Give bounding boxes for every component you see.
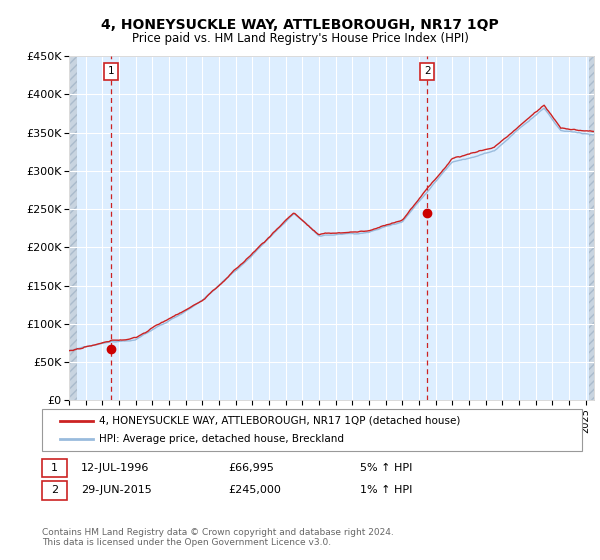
Text: 5% ↑ HPI: 5% ↑ HPI: [360, 463, 412, 473]
Text: 4, HONEYSUCKLE WAY, ATTLEBOROUGH, NR17 1QP (detached house): 4, HONEYSUCKLE WAY, ATTLEBOROUGH, NR17 1…: [99, 416, 460, 426]
Bar: [69, 56, 77, 400]
Text: 2: 2: [424, 66, 430, 76]
Text: 1% ↑ HPI: 1% ↑ HPI: [360, 486, 412, 495]
Text: 29-JUN-2015: 29-JUN-2015: [81, 486, 152, 495]
Text: 2: 2: [51, 486, 58, 495]
Bar: [589, 56, 594, 400]
Text: HPI: Average price, detached house, Breckland: HPI: Average price, detached house, Brec…: [99, 434, 344, 444]
Text: £66,995: £66,995: [228, 463, 274, 473]
Text: Contains HM Land Registry data © Crown copyright and database right 2024.
This d: Contains HM Land Registry data © Crown c…: [42, 528, 394, 547]
Text: 4, HONEYSUCKLE WAY, ATTLEBOROUGH, NR17 1QP: 4, HONEYSUCKLE WAY, ATTLEBOROUGH, NR17 1…: [101, 17, 499, 31]
Text: Price paid vs. HM Land Registry's House Price Index (HPI): Price paid vs. HM Land Registry's House …: [131, 31, 469, 45]
Text: 12-JUL-1996: 12-JUL-1996: [81, 463, 149, 473]
Text: 1: 1: [108, 66, 115, 76]
Text: 1: 1: [51, 463, 58, 473]
Text: £245,000: £245,000: [228, 486, 281, 495]
